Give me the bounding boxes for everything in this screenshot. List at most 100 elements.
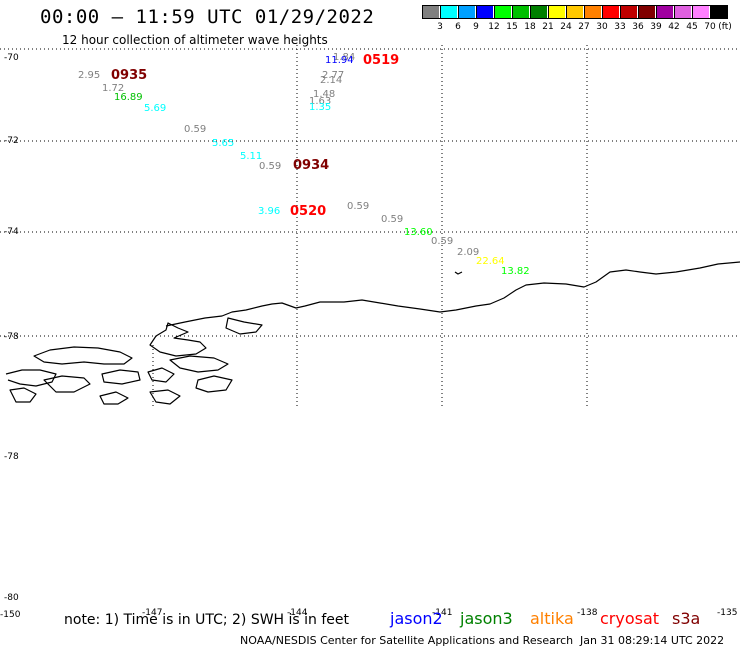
swh-observation: 13.82 <box>501 266 530 277</box>
legend-swatch <box>710 5 727 19</box>
swh-observation: 11.94 <box>325 55 354 66</box>
swh-observation: 22.64 <box>476 256 505 267</box>
coastline-island <box>43 375 91 393</box>
swh-observation: 0.59 <box>259 161 281 172</box>
legend-label: 30 <box>596 22 608 32</box>
chart-title: 00:00 – 11:59 UTC 01/29/2022 <box>40 6 375 28</box>
footnote: note: 1) Time is in UTC; 2) SWH is in fe… <box>64 612 350 628</box>
swh-observation: 5.69 <box>144 103 166 114</box>
swh-observation: 0.59 <box>431 236 453 247</box>
legend-label: 12 <box>488 22 500 32</box>
lat-label: -74 <box>4 227 19 237</box>
observations: 2.95 1.72 16.89 5.69 0.59 5.65 5.11 0.59… <box>78 52 530 277</box>
swh-observation: 2.77 <box>322 70 344 81</box>
legend-swatch <box>548 5 565 19</box>
legend-swatch <box>638 5 655 19</box>
swh-observation: 5.65 <box>212 138 234 149</box>
legend-label: 21 <box>542 22 554 32</box>
swh-observation: 1.84 <box>333 52 355 63</box>
swh-observation: 16.89 <box>114 92 143 103</box>
coastline-island <box>147 367 175 383</box>
legend-label: 39 <box>650 22 662 32</box>
legend-label: 42 <box>668 22 680 32</box>
satellite-altika-label: altika <box>530 609 574 628</box>
map-canvas: -70 -72 -74 -78 -78 -80 2.95 1.72 16.89 … <box>0 45 740 603</box>
lon-label: -141 <box>432 608 453 618</box>
coastline <box>5 261 740 405</box>
coastline-ross-ice-shelf <box>165 261 740 327</box>
legend-label: 45 <box>686 22 698 32</box>
legend-label: 24 <box>560 22 572 32</box>
lat-label: -70 <box>4 53 19 63</box>
legend-swatch <box>692 5 709 19</box>
coastline-island <box>9 387 37 403</box>
legend-swatch <box>512 5 529 19</box>
lon-label: -144 <box>287 608 308 618</box>
swh-observation: 1.63 <box>309 96 331 107</box>
pass-time-labels: 0935 0519 0934 0520 <box>111 53 399 219</box>
pass-time-label: 0520 <box>290 204 326 219</box>
legend-swatch <box>422 5 439 19</box>
swh-observation: 5.11 <box>240 151 262 162</box>
legend-swatch <box>440 5 457 19</box>
legend-label: 15 <box>506 22 518 32</box>
lat-label: -78 <box>4 452 19 462</box>
coastline-island <box>5 369 57 387</box>
swh-observation: 2.09 <box>457 247 479 258</box>
legend-swatch <box>620 5 637 19</box>
swh-observation: 0.59 <box>381 214 403 225</box>
generated-timestamp: Jan 31 08:29:14 UTC 2022 <box>580 634 725 647</box>
lat-label: -80 <box>4 593 19 603</box>
credit-text: NOAA/NESDIS Center for Satellite Applica… <box>240 634 574 647</box>
swh-observation: 1.72 <box>102 83 124 94</box>
pass-time-label: 0935 <box>111 68 147 83</box>
graticule <box>0 45 740 408</box>
legend-label: 33 <box>614 22 626 32</box>
swh-observation: 2.14 <box>320 75 342 86</box>
coastline-island <box>99 391 129 405</box>
legend-swatch <box>656 5 673 19</box>
legend-label: 70 <box>704 22 716 32</box>
lon-label: -150 <box>0 610 21 620</box>
coastline-island <box>195 375 233 393</box>
swh-observation: 0.59 <box>347 201 369 212</box>
legend-label: 3 <box>437 22 443 32</box>
swh-observation: 3.96 <box>258 206 280 217</box>
satellite-jason2-label: jason2 <box>390 609 443 628</box>
coastline-island <box>169 355 229 373</box>
legend-swatch <box>566 5 583 19</box>
swh-observation: 1.48 <box>313 89 335 100</box>
coastline-island <box>33 346 133 365</box>
lat-label: -72 <box>4 136 19 146</box>
legend-label: 18 <box>524 22 536 32</box>
legend-label: 27 <box>578 22 590 32</box>
swh-observation: 0.59 <box>184 124 206 135</box>
coastline-island <box>101 369 141 385</box>
coastline-island <box>149 389 181 405</box>
swh-observation: 13.60 <box>404 227 433 238</box>
legend-swatch <box>584 5 601 19</box>
lon-label: -138 <box>577 608 598 618</box>
pass-time-label: 0934 <box>293 158 329 173</box>
chart-subtitle: 12 hour collection of altimeter wave hei… <box>62 33 328 47</box>
lat-labels: -70 -72 -74 -78 -78 -80 <box>4 53 19 603</box>
legend-label: 36 <box>632 22 644 32</box>
satellite-jason3-label: jason3 <box>460 609 513 628</box>
legend-label: 9 <box>473 22 479 32</box>
legend-label: 6 <box>455 22 461 32</box>
lon-label: -147 <box>142 608 163 618</box>
legend-swatch <box>494 5 511 19</box>
swh-observation: 2.95 <box>78 70 100 81</box>
swh-observation: 1.35 <box>309 102 331 113</box>
coastline-island <box>225 317 263 335</box>
lon-label: -135 <box>717 608 738 618</box>
legend-swatch <box>602 5 619 19</box>
satellite-s3a-label: s3a <box>672 609 701 628</box>
pass-time-label: 0519 <box>363 53 399 68</box>
lat-label: -78 <box>4 332 19 342</box>
legend-swatch <box>530 5 547 19</box>
legend-swatch <box>458 5 475 19</box>
legend-unit: (ft) <box>718 22 732 32</box>
legend-swatch <box>674 5 691 19</box>
legend-swatch <box>476 5 493 19</box>
